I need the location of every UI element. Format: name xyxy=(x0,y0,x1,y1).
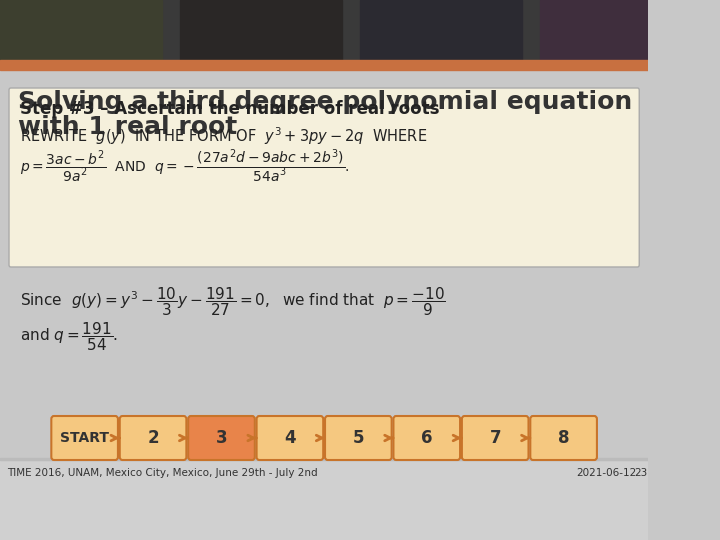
Bar xyxy=(360,0,522,60)
Text: 5: 5 xyxy=(353,429,364,447)
Text: and $q = \dfrac{191}{54}$.: and $q = \dfrac{191}{54}$. xyxy=(20,320,118,353)
Bar xyxy=(0,458,648,540)
Text: 8: 8 xyxy=(558,429,570,447)
Bar xyxy=(0,60,648,70)
Bar xyxy=(540,0,702,60)
FancyBboxPatch shape xyxy=(325,416,392,460)
FancyBboxPatch shape xyxy=(393,416,460,460)
Text: $p = \dfrac{3ac-b^2}{9a^2}$  AND  $q = -\dfrac{(27a^2d - 9abc + 2b^3)}{54a^3}$.: $p = \dfrac{3ac-b^2}{9a^2}$ AND $q = -\d… xyxy=(20,147,349,185)
Text: with 1 real root: with 1 real root xyxy=(18,115,238,139)
Text: 4: 4 xyxy=(284,429,296,447)
Bar xyxy=(180,0,342,60)
Text: 2: 2 xyxy=(148,429,159,447)
FancyBboxPatch shape xyxy=(256,416,323,460)
Text: Since  $g(y) = y^3 - \dfrac{10}{3}y - \dfrac{191}{27} = 0,$  we find that  $p = : Since $g(y) = y^3 - \dfrac{10}{3}y - \df… xyxy=(20,285,446,318)
Bar xyxy=(0,458,648,460)
FancyBboxPatch shape xyxy=(9,88,639,267)
FancyBboxPatch shape xyxy=(188,416,255,460)
Text: Solving a third degree polynomial equation: Solving a third degree polynomial equati… xyxy=(18,90,632,114)
Text: R$\mathregular{EWRITE}$  $g(y)$  IN THE FORM OF  $y^3 + 3py - 2q$  WHERE: R$\mathregular{EWRITE}$ $g(y)$ IN THE FO… xyxy=(20,125,427,147)
Bar xyxy=(0,70,648,460)
Bar xyxy=(0,0,648,60)
FancyBboxPatch shape xyxy=(462,416,528,460)
Text: START: START xyxy=(60,431,109,445)
Text: 23: 23 xyxy=(634,468,647,478)
FancyBboxPatch shape xyxy=(51,416,118,460)
Text: 6: 6 xyxy=(421,429,433,447)
FancyBboxPatch shape xyxy=(531,416,597,460)
Text: Step #3 – Ascertain the number of real roots: Step #3 – Ascertain the number of real r… xyxy=(20,100,439,118)
Text: 7: 7 xyxy=(490,429,501,447)
Text: TIME 2016, UNAM, Mexico City, Mexico, June 29th - July 2nd: TIME 2016, UNAM, Mexico City, Mexico, Ju… xyxy=(7,468,318,478)
Text: 3: 3 xyxy=(216,429,228,447)
Bar xyxy=(0,0,162,60)
Text: 2021-06-12: 2021-06-12 xyxy=(576,468,636,478)
Bar xyxy=(0,410,648,460)
FancyBboxPatch shape xyxy=(120,416,186,460)
